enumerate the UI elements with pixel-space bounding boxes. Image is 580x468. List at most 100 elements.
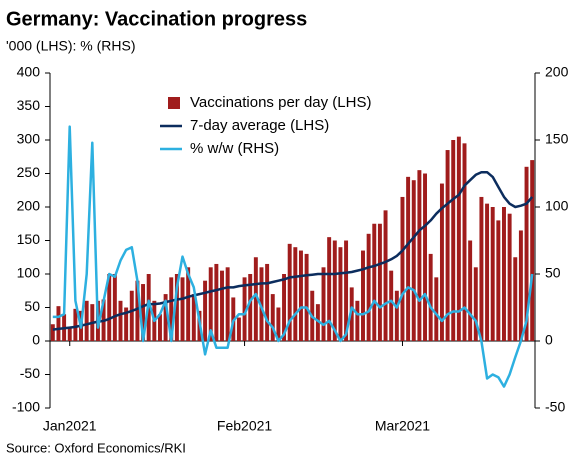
bar <box>163 294 168 341</box>
bar <box>502 207 506 341</box>
bar <box>73 308 78 341</box>
bar <box>490 207 495 341</box>
bar <box>524 166 529 341</box>
bar <box>282 274 287 341</box>
bar <box>366 233 371 341</box>
bar <box>445 150 450 341</box>
y-tick-label: -50 <box>20 365 40 381</box>
bar <box>406 176 411 341</box>
y-tick-label: 50 <box>24 298 40 314</box>
bar <box>423 173 428 341</box>
bar <box>315 304 320 341</box>
chart-subtitle: '000 (LHS): % (RHS) <box>6 38 135 54</box>
y-tick-label: 350 <box>17 97 41 113</box>
bar <box>203 280 208 341</box>
bar <box>129 290 134 341</box>
bar <box>518 230 523 341</box>
bar <box>214 263 219 341</box>
bar <box>141 284 146 341</box>
y2-tick-label: 100 <box>545 198 569 214</box>
bar <box>135 280 140 341</box>
y-tick-label: 250 <box>17 164 41 180</box>
bar <box>428 253 433 341</box>
bar <box>157 314 162 341</box>
line-series <box>52 170 534 331</box>
bar <box>174 274 179 341</box>
bar <box>124 307 129 341</box>
bar <box>456 136 461 341</box>
bar <box>394 290 399 341</box>
bar <box>372 223 377 341</box>
y-tick-label: 0 <box>32 332 40 348</box>
y-tick-label: -100 <box>12 399 40 415</box>
bar <box>253 257 258 341</box>
chart-title: Germany: Vaccination progress <box>6 8 307 30</box>
bar <box>191 294 196 341</box>
bar <box>468 240 473 341</box>
x-tick-label: Feb2021 <box>217 418 272 434</box>
bar <box>400 196 405 341</box>
bar <box>344 240 349 341</box>
y2-tick-label: 150 <box>545 131 569 147</box>
bar <box>327 237 332 341</box>
bar <box>304 253 309 341</box>
bar <box>112 274 117 341</box>
bar <box>169 277 174 341</box>
bar <box>462 143 467 341</box>
bar <box>265 263 270 341</box>
line-series <box>52 125 534 388</box>
bar <box>349 287 354 341</box>
bar <box>451 140 456 341</box>
bar <box>50 324 55 341</box>
bar <box>479 196 484 341</box>
bar <box>383 210 388 341</box>
y-tick-label: 150 <box>17 231 41 247</box>
bar <box>270 294 275 341</box>
bar <box>434 277 439 341</box>
bar <box>118 300 123 341</box>
bar <box>287 243 292 341</box>
y-tick-label: 300 <box>17 131 41 147</box>
legend-swatch <box>168 97 180 109</box>
y-tick-label: 400 <box>17 64 41 80</box>
bar <box>56 306 61 341</box>
bar <box>485 203 490 341</box>
y2-tick-label: -50 <box>545 399 565 415</box>
bar <box>242 277 247 341</box>
y2-tick-label: 50 <box>545 265 561 281</box>
bar <box>530 160 535 341</box>
bar <box>389 270 394 341</box>
bar <box>186 267 191 341</box>
bar <box>439 183 444 341</box>
x-tick-label: Mar2021 <box>375 418 430 434</box>
y2-tick-label: 200 <box>545 64 569 80</box>
bar <box>411 180 416 341</box>
bar <box>276 307 281 341</box>
bar <box>220 270 224 341</box>
bar <box>321 267 326 341</box>
bar <box>473 267 478 341</box>
bar <box>298 250 303 341</box>
bar <box>507 213 512 341</box>
bar <box>259 267 264 341</box>
bar <box>107 274 112 341</box>
source-note: Source: Oxford Economics/RKI <box>6 440 186 455</box>
bar <box>417 170 422 341</box>
bar <box>180 277 185 341</box>
bar <box>208 267 213 341</box>
bar <box>496 220 501 341</box>
x-tick-label: Jan2021 <box>43 418 97 434</box>
bar <box>355 300 360 341</box>
legend-label: % w/w (RHS) <box>190 140 279 157</box>
bar <box>332 240 337 341</box>
y-tick-label: 100 <box>17 265 41 281</box>
y2-tick-label: 0 <box>545 332 553 348</box>
bar <box>361 250 365 341</box>
bar <box>248 274 253 341</box>
y-tick-label: 200 <box>17 198 41 214</box>
legend-label: 7-day average (LHS) <box>190 117 329 134</box>
bar <box>236 317 241 341</box>
legend-label: Vaccinations per day (LHS) <box>190 94 371 111</box>
bar <box>338 247 343 341</box>
